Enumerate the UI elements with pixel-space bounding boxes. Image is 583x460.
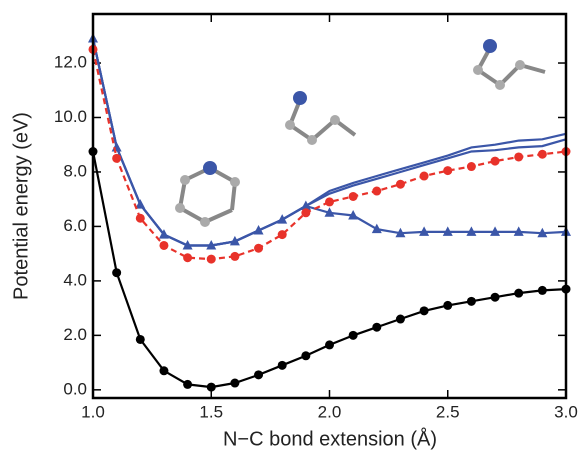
- page: {"chart_data": { "type": "line", "x_labe…: [0, 0, 583, 460]
- point-marker: [420, 306, 429, 315]
- y-axis-label: Potential energy (eV): [10, 112, 32, 300]
- molecule-twisted: [473, 39, 545, 90]
- point-marker: [514, 152, 523, 161]
- point-marker: [491, 293, 500, 302]
- point-marker: [112, 268, 121, 277]
- series-line: [93, 152, 566, 388]
- y-tick-label: 2.0: [63, 325, 87, 344]
- point-marker: [207, 255, 216, 264]
- point-marker: [301, 351, 310, 360]
- x-tick-label: 1.0: [81, 402, 105, 421]
- point-marker: [349, 192, 358, 201]
- point-marker: [372, 224, 382, 234]
- x-tick-label: 2.5: [436, 402, 460, 421]
- point-marker: [159, 366, 168, 375]
- point-marker: [278, 361, 287, 370]
- point-marker: [491, 157, 500, 166]
- point-marker: [159, 241, 168, 250]
- point-marker: [538, 286, 547, 295]
- x-tick-label: 2.0: [318, 402, 342, 421]
- point-marker: [443, 301, 452, 310]
- point-marker: [396, 180, 405, 189]
- point-marker: [372, 187, 381, 196]
- point-marker: [420, 172, 429, 181]
- y-tick-label: 12.0: [54, 53, 87, 72]
- x-tick-label: 1.5: [199, 402, 223, 421]
- point-marker: [254, 244, 263, 253]
- y-tick-label: 10.0: [54, 107, 87, 126]
- point-marker: [112, 142, 122, 152]
- x-tick-label: 3.0: [554, 402, 578, 421]
- point-marker: [396, 315, 405, 324]
- molecule-ring: [175, 161, 240, 227]
- point-marker: [443, 166, 452, 175]
- molecule-illustrations: [175, 39, 545, 227]
- point-marker: [183, 380, 192, 389]
- point-marker: [278, 230, 287, 239]
- point-marker: [372, 323, 381, 332]
- point-marker: [514, 289, 523, 298]
- point-marker: [230, 379, 239, 388]
- point-marker: [277, 214, 287, 224]
- y-tick-label: 4.0: [63, 270, 87, 289]
- x-axis-label: N−C bond extension (Å): [223, 427, 437, 450]
- point-marker: [325, 197, 334, 206]
- y-tick-label: 0.0: [63, 379, 87, 398]
- point-marker: [136, 214, 145, 223]
- point-marker: [136, 335, 145, 344]
- point-marker: [254, 370, 263, 379]
- point-marker: [112, 154, 121, 163]
- point-marker: [467, 162, 476, 171]
- y-tick-label: 8.0: [63, 161, 87, 180]
- point-marker: [325, 340, 334, 349]
- point-marker: [538, 150, 547, 159]
- point-marker: [230, 252, 239, 261]
- molecule-chain: [285, 91, 355, 145]
- y-tick-label: 6.0: [63, 216, 87, 235]
- point-marker: [183, 253, 192, 262]
- point-marker: [301, 208, 310, 217]
- point-marker: [349, 331, 358, 340]
- chart: N−C bond extension (Å) Potential energy …: [0, 0, 583, 460]
- point-marker: [467, 297, 476, 306]
- point-marker: [207, 383, 216, 392]
